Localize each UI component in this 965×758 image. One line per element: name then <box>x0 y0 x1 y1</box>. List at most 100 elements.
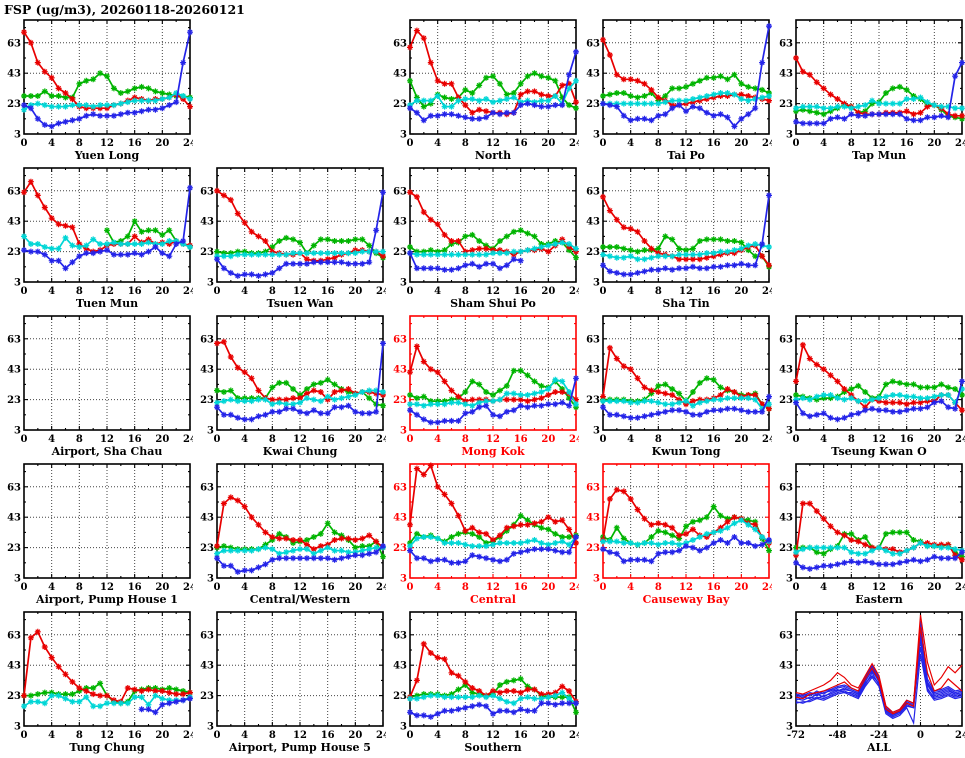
y-tick-label: 23 <box>586 247 600 258</box>
x-tick-label: 16 <box>707 434 721 445</box>
series-blue <box>407 700 579 720</box>
x-tick-label: 24 <box>376 434 386 445</box>
series-blue <box>214 340 386 423</box>
x-tick-label: 8 <box>269 434 276 445</box>
x-tick-label: 8 <box>655 286 662 297</box>
y-tick-label: 63 <box>7 38 21 49</box>
x-tick-label: 20 <box>541 286 555 297</box>
x-tick-label: 12 <box>872 138 886 149</box>
x-tick-label: 20 <box>155 138 169 149</box>
series-green <box>214 234 386 261</box>
x-tick-label: 24 <box>955 730 965 741</box>
y-tick-label: 23 <box>779 543 793 554</box>
x-tick-label: 12 <box>679 582 693 593</box>
y-tick-label: 3 <box>14 278 21 289</box>
y-tick-label: 63 <box>393 482 407 493</box>
x-tick-label: 12 <box>486 434 500 445</box>
series-cyan <box>214 387 386 408</box>
y-tick-label: 43 <box>7 69 21 80</box>
series-blue-markers <box>214 340 386 423</box>
series-blue-markers <box>214 543 386 575</box>
series-green <box>600 233 772 270</box>
y-tick-label: 3 <box>786 574 793 585</box>
y-tick-label: 43 <box>393 661 407 672</box>
x-tick-label: 20 <box>734 582 748 593</box>
y-tick-label: 23 <box>779 99 793 110</box>
x-tick-label: 4 <box>241 434 248 445</box>
chart-cell-kwun-tong: 3 23 43 63 0 4 8 12 16 20 24 Kwun Tong <box>579 310 776 458</box>
series-blue <box>407 48 579 124</box>
x-tick-label: 8 <box>462 138 469 149</box>
y-tick-label: 23 <box>393 691 407 702</box>
x-tick-label: 20 <box>348 730 362 741</box>
x-tick-label: 24 <box>376 286 386 297</box>
y-tick-label: 43 <box>7 661 21 672</box>
x-tick-label: 12 <box>100 730 114 741</box>
series-blue <box>214 189 386 279</box>
y-tick-label: 3 <box>786 722 793 733</box>
series-cyan-markers <box>21 90 193 113</box>
x-tick-label: 16 <box>128 286 142 297</box>
chart-cell-tap-mun: 3 23 43 63 0 4 8 12 16 20 24 Tap Mun <box>772 14 965 162</box>
chart-cell-tung-chung: 3 23 43 63 0 4 8 12 16 20 24 Tung Chung <box>0 606 197 754</box>
x-tick-label: 0 <box>214 434 221 445</box>
y-tick-label: 3 <box>207 722 214 733</box>
chart-yuen-long: 3 23 43 63 0 4 8 12 16 20 24 Yuen Long <box>7 19 197 162</box>
x-tick-label: 16 <box>707 138 721 149</box>
chart-sham-shui-po: 3 23 43 63 0 4 8 12 16 20 24 Sham Shui Po <box>393 167 583 310</box>
x-tick-label: 12 <box>100 286 114 297</box>
chart-title: Kwun Tong <box>652 445 721 458</box>
x-tick-label: 16 <box>707 582 721 593</box>
x-tick-label: 0 <box>793 138 800 149</box>
series-cyan <box>407 534 579 550</box>
series-red-markers <box>214 494 386 553</box>
x-tick-label: 20 <box>541 582 555 593</box>
axis-ticks <box>216 464 384 579</box>
chart-title: Airport, Pump House 1 <box>35 593 178 606</box>
y-tick-label: 43 <box>200 217 214 228</box>
chart-cell-north: 3 23 43 63 0 4 8 12 16 20 24 North <box>386 14 583 162</box>
series-cyan <box>600 395 772 412</box>
x-tick-label: 24 <box>569 138 579 149</box>
x-tick-label: 16 <box>900 138 914 149</box>
x-tick-label: 12 <box>872 582 886 593</box>
y-tick-label: 3 <box>400 278 407 289</box>
y-tick-label: 63 <box>200 186 214 197</box>
x-tick-label: 24 <box>376 582 386 593</box>
y-tick-label: 23 <box>7 691 21 702</box>
x-tick-label: 16 <box>128 434 142 445</box>
x-tick-label: 24 <box>955 434 965 445</box>
chart-title: Causeway Bay <box>643 593 730 606</box>
x-tick-label: 20 <box>927 434 941 445</box>
y-tick-label: 3 <box>400 426 407 437</box>
x-tick-label: 16 <box>707 286 721 297</box>
y-tick-label: 3 <box>593 574 600 585</box>
series-cyan <box>21 233 193 252</box>
x-tick-label: 24 <box>955 138 965 149</box>
x-tick-label: 20 <box>348 286 362 297</box>
series-blue <box>21 29 193 130</box>
series-cyan <box>793 386 965 406</box>
x-tick-label: 0 <box>407 582 414 593</box>
chart-title: Tap Mun <box>852 149 906 162</box>
x-tick-label: 24 <box>183 582 193 593</box>
y-tick-label: 63 <box>200 482 214 493</box>
series-blue <box>793 549 965 572</box>
chart-title: Tsuen Wan <box>267 297 334 310</box>
axis-ticks <box>602 168 770 283</box>
y-tick-label: 3 <box>14 130 21 141</box>
x-tick-label: 4 <box>241 582 248 593</box>
y-tick-label: 63 <box>586 186 600 197</box>
x-tick-label: 0 <box>407 138 414 149</box>
series-blue <box>793 378 965 423</box>
chart-cell-tseung-kwan-o: 3 23 43 63 0 4 8 12 16 20 24 Tseung Kwan O <box>772 310 965 458</box>
chart-kwun-tong: 3 23 43 63 0 4 8 12 16 20 24 Kwun Tong <box>586 315 776 458</box>
series-cyan-markers <box>600 395 772 412</box>
axis-ticks <box>216 316 384 431</box>
chart-cell-all: 3 23 43 63 -72 -48 -24 0 24 ALL <box>772 606 965 754</box>
chart-cell-southern: 3 23 43 63 0 4 8 12 16 20 24 Southern <box>386 606 583 754</box>
series-blue <box>407 250 524 273</box>
x-tick-label: 8 <box>848 434 855 445</box>
chart-cell-sha-tin: 3 23 43 63 0 4 8 12 16 20 24 Sha Tin <box>579 162 776 310</box>
x-tick-label: 4 <box>241 730 248 741</box>
